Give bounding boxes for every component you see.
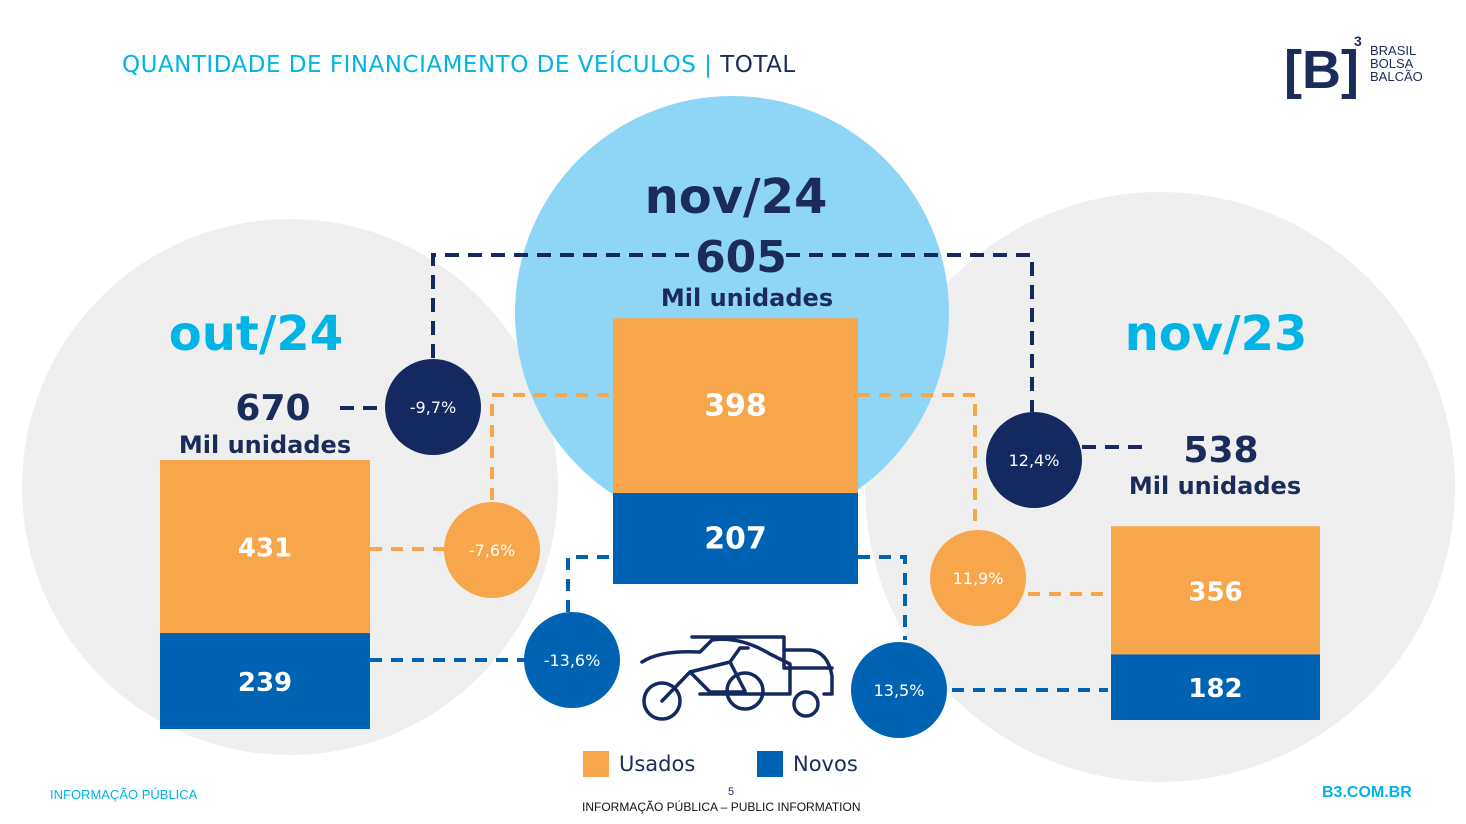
legend-swatch-usados [583, 751, 609, 777]
variation-usados-mom-bubble: -7,6% [444, 502, 540, 598]
bar-usados-nov23 [1111, 526, 1320, 655]
total-value-nov24: 605 [695, 232, 787, 283]
legend-swatch-novos [757, 751, 783, 777]
logo-superscript: 3 [1354, 33, 1362, 49]
total-connectors [340, 253, 1145, 449]
period-label-nov24: nov/24 [645, 169, 828, 225]
variation-usados-yoy: 11,9% [953, 569, 1004, 588]
truck-wheel-icon [792, 690, 820, 718]
motorcycle-frame-icon [660, 646, 750, 703]
legend-label-novos: Novos [793, 752, 858, 776]
title-separator: | [704, 52, 713, 78]
variation-usados-yoy-bubble: 11,9% [930, 530, 1026, 626]
usados-connectors [370, 393, 1108, 596]
variation-total-yoy: 12,4% [1009, 451, 1060, 470]
footer-public-information: INFORMAÇÃO PÚBLICA – PUBLIC INFORMATION [582, 800, 861, 814]
variation-novos-yoy: 13,5% [874, 681, 925, 700]
data-label-usados-nov23: 356 [1188, 577, 1242, 607]
logo-mark: [B] [1284, 40, 1359, 100]
logo-line-3: BALCÃO [1370, 69, 1423, 84]
total-value-nov23: 538 [1183, 430, 1258, 471]
data-label-usados-out24: 431 [238, 534, 292, 564]
connector-novos-left-top [566, 555, 612, 612]
connector-total-right-top [786, 253, 1034, 412]
unit-label-nov24: Mil unidades [661, 284, 833, 312]
vehicles-icon [640, 635, 834, 721]
footer-website: B3.COM.BR [1322, 784, 1412, 801]
page-number: 5 [728, 786, 735, 798]
bar-novos-out24 [160, 633, 370, 729]
bar-novos-nov24 [613, 493, 858, 584]
footer-classification: INFORMAÇÃO PÚBLICA [50, 787, 198, 802]
logo-line-1: BRASIL [1370, 43, 1417, 58]
variation-novos-mom-bubble: -13,6% [524, 612, 620, 708]
bar-novos-nov23 [1111, 654, 1320, 720]
connector-usados-left-top [490, 393, 612, 500]
variation-novos-yoy-bubble: 13,5% [851, 642, 947, 738]
truck-cab-icon [782, 648, 834, 670]
connector-usados-right-top [858, 393, 977, 530]
variation-usados-mom: -7,6% [469, 541, 515, 560]
connector-total-left-top [431, 253, 695, 358]
legend-item-novos: Novos [757, 750, 858, 778]
logo-line-2: BOLSA [1370, 56, 1414, 71]
total-value-out24: 670 [235, 388, 310, 429]
data-label-novos-nov24: 207 [704, 522, 767, 557]
title-suffix: TOTAL [720, 52, 796, 78]
data-label-novos-out24: 239 [238, 668, 292, 698]
variation-novos-mom: -13,6% [544, 651, 601, 670]
bar-usados-out24 [160, 459, 370, 634]
unit-label-out24: Mil unidades [179, 431, 351, 459]
legend-label-usados: Usados [619, 752, 696, 776]
novos-connectors [370, 555, 1108, 692]
data-label-novos-nov23: 182 [1188, 674, 1242, 704]
page-title: QUANTIDADE DE FINANCIAMENTO DE VEÍCULOS … [122, 52, 796, 78]
title-main: QUANTIDADE DE FINANCIAMENTO DE VEÍCULOS [122, 52, 697, 78]
b3-logo: [B] 3 [1284, 33, 1362, 100]
legend-item-usados: Usados [583, 750, 695, 778]
period-label-out24: out/24 [169, 306, 343, 362]
data-label-usados-nov24: 398 [704, 389, 767, 424]
logo-text: BRASIL BOLSA BALCÃO [1370, 44, 1423, 83]
variation-total-yoy-bubble: 12,4% [986, 412, 1082, 508]
car-body-icon [640, 637, 792, 696]
connector-novos-right-top [858, 555, 907, 640]
motorcycle-rear-wheel-icon [642, 681, 682, 721]
period-label-nov23: nov/23 [1125, 306, 1308, 362]
unit-label-nov23: Mil unidades [1129, 472, 1301, 500]
variation-total-mom-bubble: -9,7% [385, 359, 481, 455]
bar-usados-nov24 [613, 318, 858, 494]
variation-total-mom: -9,7% [410, 398, 456, 417]
truck-outline-icon [690, 635, 834, 696]
